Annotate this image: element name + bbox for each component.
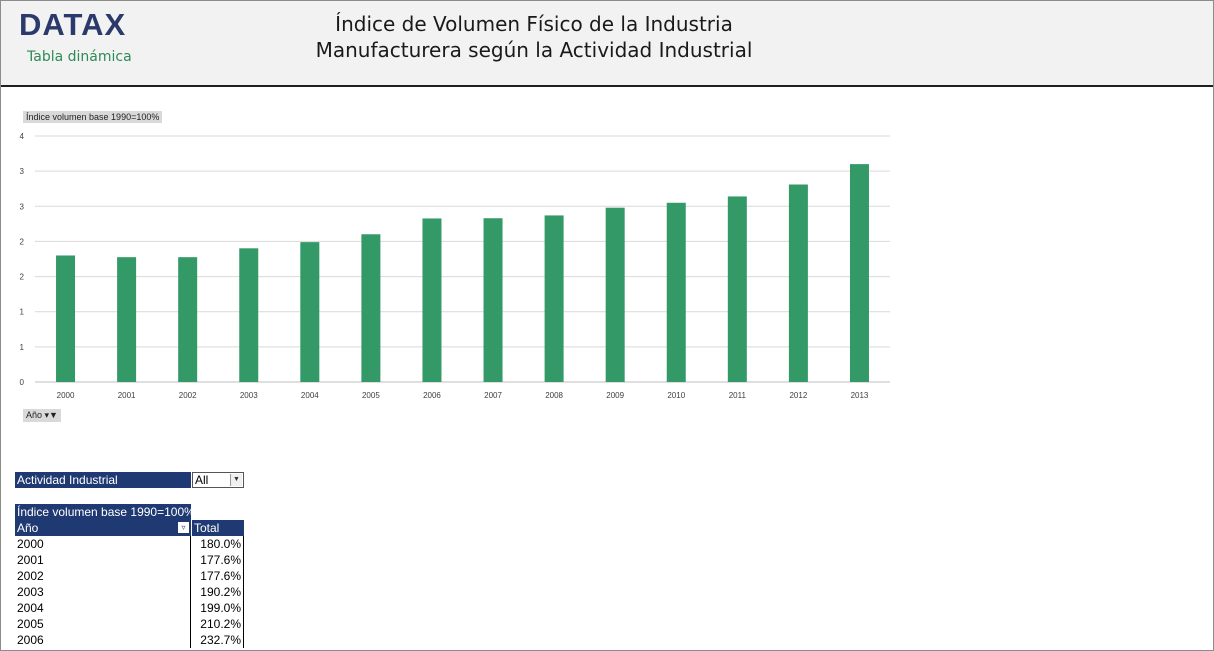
row-year: 2002 xyxy=(15,568,191,584)
datax-logo: DATAX xyxy=(19,7,127,42)
y-tick-label: 1 xyxy=(20,343,25,352)
x-tick-label: 2004 xyxy=(301,391,319,400)
y-tick-label: 4 xyxy=(20,132,25,141)
table-row: 2004 199.0% xyxy=(15,600,244,616)
pivot-rows: 2000 180.0% 2001 177.6% 2002 177.6% 2003 190.2%… xyxy=(15,536,244,648)
bar-2002[interactable] xyxy=(178,257,198,382)
y-tick-label: 2 xyxy=(20,273,25,282)
year-field-label: Año xyxy=(26,410,43,420)
bar-2011[interactable] xyxy=(727,196,747,382)
bar-2010[interactable] xyxy=(666,202,686,382)
title-line-2: Manufacturera según la Actividad Industr… xyxy=(315,38,753,62)
bar-2005[interactable] xyxy=(361,234,381,382)
year-field-filter-button[interactable]: Año ▾▼ xyxy=(23,409,61,422)
bar-2009[interactable] xyxy=(605,207,625,382)
y-tick-label: 2 xyxy=(20,237,25,246)
row-total-value: 190.2% xyxy=(192,584,244,600)
row-year: 2005 xyxy=(15,616,191,632)
table-row: 2002 177.6% xyxy=(15,568,244,584)
title-line-1: Índice de Volumen Físico de la Industria xyxy=(335,12,733,36)
x-tick-label: 2001 xyxy=(118,391,136,400)
row-label-text: Año xyxy=(17,521,39,535)
row-total-value: 177.6% xyxy=(192,552,244,568)
x-tick-label: 2012 xyxy=(789,391,807,400)
filter-icon[interactable]: ▿ xyxy=(178,522,189,533)
row-total-value: 177.6% xyxy=(192,568,244,584)
table-row: 2005 210.2% xyxy=(15,616,244,632)
table-row: 2006 232.7% xyxy=(15,632,244,648)
bar-2013[interactable] xyxy=(849,164,869,382)
filter-funnel-icon: ▾▼ xyxy=(44,410,58,420)
row-total-value: 180.0% xyxy=(192,536,244,552)
x-tick-label: 2007 xyxy=(484,391,502,400)
x-tick-label: 2000 xyxy=(57,391,75,400)
x-tick-label: 2002 xyxy=(179,391,197,400)
row-total-value: 210.2% xyxy=(192,616,244,632)
y-tick-label: 3 xyxy=(20,202,25,211)
x-tick-label: 2008 xyxy=(545,391,563,400)
filter-value: All xyxy=(195,473,209,487)
bar-2007[interactable] xyxy=(483,218,503,382)
total-column-header: Total xyxy=(192,520,244,536)
table-row: 2003 190.2% xyxy=(15,584,244,600)
x-tick-label: 2006 xyxy=(423,391,441,400)
table-row: 2001 177.6% xyxy=(15,552,244,568)
row-total-value: 199.0% xyxy=(192,600,244,616)
page-header: DATAX Tabla dinámica Índice de Volumen F… xyxy=(1,1,1213,87)
filter-dropdown[interactable]: All ▼ xyxy=(192,472,244,488)
x-tick-label: 2005 xyxy=(362,391,380,400)
page-title: Índice de Volumen Físico de la Industria… xyxy=(301,11,767,63)
y-tick-label: 0 xyxy=(20,378,25,387)
y-tick-label: 3 xyxy=(20,167,25,176)
row-year: 2000 xyxy=(15,536,191,552)
filter-label: Actividad Industrial xyxy=(15,472,191,488)
x-tick-label: 2010 xyxy=(667,391,685,400)
value-field-button[interactable]: Índice volumen base 1990=100% xyxy=(23,111,163,123)
x-tick-label: 2011 xyxy=(729,391,747,400)
x-tick-label: 2003 xyxy=(240,391,258,400)
pivot-column-header-row: Año ▿ Total xyxy=(15,520,244,536)
row-total-value: 232.7% xyxy=(192,632,244,648)
row-year: 2004 xyxy=(15,600,191,616)
bar-2001[interactable] xyxy=(117,257,137,382)
x-tick-label: 2009 xyxy=(606,391,624,400)
bar-2008[interactable] xyxy=(544,215,564,382)
row-year: 2006 xyxy=(15,632,191,648)
row-label-header[interactable]: Año ▿ xyxy=(15,520,191,536)
chevron-down-icon[interactable]: ▼ xyxy=(230,474,242,486)
pivot-table: Índice volumen base 1990=100% Año ▿ Tota… xyxy=(15,504,244,648)
pivot-value-header: Índice volumen base 1990=100% xyxy=(15,504,195,520)
bar-2003[interactable] xyxy=(239,248,259,382)
logo-subtitle: Tabla dinámica xyxy=(27,49,132,65)
bar-2006[interactable] xyxy=(422,218,442,382)
row-year: 2003 xyxy=(15,584,191,600)
table-row: 2000 180.0% xyxy=(15,536,244,552)
bar-2004[interactable] xyxy=(300,242,320,382)
bar-2012[interactable] xyxy=(788,184,808,382)
row-year: 2001 xyxy=(15,552,191,568)
y-tick-label: 1 xyxy=(20,308,25,317)
bar-2000[interactable] xyxy=(56,255,76,382)
bar-chart: 0 1 1 2 2 3 3 4 2000 2001 2002 2003 2004 2005 2006 2007… xyxy=(20,132,890,400)
x-tick-label: 2013 xyxy=(851,391,869,400)
